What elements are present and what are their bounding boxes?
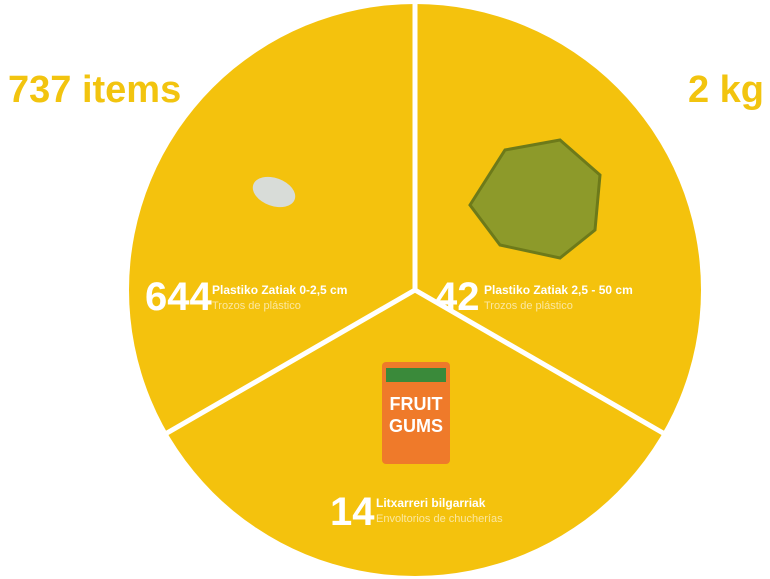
segment-sublabel: Trozos de plástico	[484, 300, 573, 312]
divider	[413, 287, 665, 436]
svg-text:GUMS: GUMS	[389, 416, 443, 436]
segment-sublabel: Trozos de plástico	[212, 300, 301, 312]
svg-text:FRUIT: FRUIT	[390, 394, 443, 414]
segment-label: Litxarreri bilgarriak	[376, 496, 486, 510]
weight-total: 2 kg	[688, 69, 764, 111]
pebble-icon	[252, 176, 296, 208]
items-total: 737 items	[8, 69, 181, 111]
segment-sublabel: Envoltorios de chucherías	[376, 513, 503, 525]
divider	[165, 287, 417, 436]
segment-number: 14	[330, 490, 375, 534]
segment-label: Plastiko Zatiak 0-2,5 cm	[212, 283, 347, 297]
segment-number: 644	[145, 275, 212, 319]
plastic-chunk-icon	[468, 138, 602, 260]
candy-pack-icon: FRUIT GUMS	[382, 362, 450, 464]
dividers	[165, 4, 665, 436]
segment-number: 42	[435, 275, 480, 319]
segment-label: Plastiko Zatiak 2,5 - 50 cm	[484, 283, 633, 297]
